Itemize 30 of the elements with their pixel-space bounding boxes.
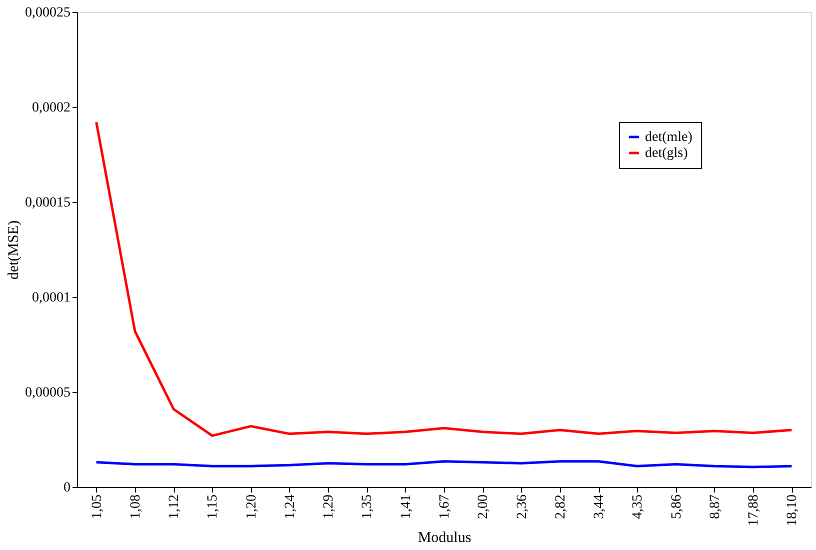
y-tick-label: 0,00025 <box>25 6 70 20</box>
x-tick-label: 2,36 <box>514 494 530 519</box>
y-tick-label: 0 <box>64 480 70 496</box>
line-series <box>95 120 793 437</box>
legend-label: det(gls) <box>645 146 688 161</box>
y-axis-title: det(MSE) <box>6 220 22 280</box>
x-tick-label: 1,41 <box>398 494 414 519</box>
x-tick-label: 1,20 <box>244 494 260 519</box>
x-tick-label: 4,35 <box>630 494 646 519</box>
x-tick-label: 2,82 <box>553 494 568 519</box>
y-tick-label: 0,0002 <box>32 100 70 116</box>
x-tick-label: 1,29 <box>322 494 337 519</box>
x-tick-label: 1,24 <box>282 494 298 519</box>
x-axis-title: Modulus <box>418 530 472 546</box>
x-tick-label: 1,67 <box>438 494 452 519</box>
y-tick-label: 0,0001 <box>32 290 70 306</box>
x-tick-label: 5,86 <box>669 494 684 519</box>
x-tick-label: 1,35 <box>360 494 376 519</box>
x-tick-label: 1,12 <box>167 494 182 519</box>
legend-label: det(mle) <box>645 130 693 145</box>
x-tick-label: 17,88 <box>746 494 762 526</box>
x-tick-label: 1,15 <box>206 494 221 519</box>
y-tick-label: 0,00015 <box>25 196 70 210</box>
x-tick-label: 8,87 <box>708 494 723 519</box>
x-tick-label: 3,44 <box>592 494 608 519</box>
x-tick-label: 2,00 <box>476 494 492 519</box>
x-tick-label: 1,08 <box>128 494 144 519</box>
x-tick-label: 1,05 <box>90 494 105 519</box>
x-tick-label: 18,10 <box>785 494 800 526</box>
y-tick-label: 0,00005 <box>25 386 70 400</box>
